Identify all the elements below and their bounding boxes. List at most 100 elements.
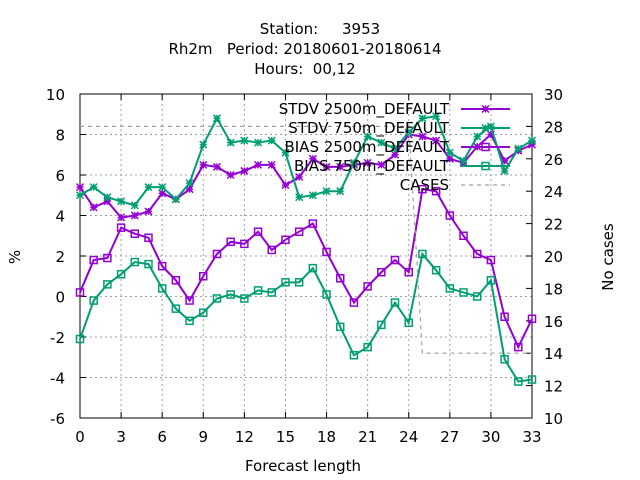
data-point [335,322,345,332]
data-point [226,237,235,247]
data-point [363,132,372,141]
data-point [481,104,490,114]
y2-tick-label: 26 [544,151,563,169]
data-point [240,239,249,249]
data-point [294,227,304,236]
grid [80,94,532,418]
data-point [322,162,331,171]
data-point [157,284,167,293]
data-point [130,229,140,238]
data-point [226,290,235,299]
data-point [199,272,208,281]
x-tick-label: 9 [198,428,208,446]
data-point [349,298,359,307]
data-point [117,213,126,222]
data-point [240,166,249,175]
title-line-2: Rh2m Period: 20180601-20180614 [168,40,441,58]
y2-axis-label: No cases [599,223,617,291]
data-point [267,136,276,145]
data-point [445,211,455,220]
data-point [486,276,496,285]
y2-tick-label: 30 [544,86,563,104]
data-point [418,249,427,259]
data-point [199,140,208,149]
data-point [459,156,468,165]
x-tick-label: 27 [440,428,459,446]
data-point [390,150,400,159]
x-tick-label: 30 [481,428,500,446]
data-point [445,154,454,163]
legend-label: BIAS 750m_DEFAULT [294,157,450,176]
data-point [377,138,386,147]
data-point [117,197,126,206]
data-point [390,144,400,153]
data-point [144,207,153,216]
y2-tick-label: 16 [544,313,563,331]
data-point [254,160,263,169]
data-point [404,267,413,277]
x-tick-label: 33 [522,428,541,446]
data-point [336,162,345,171]
data-point [253,227,263,236]
legend-entry: BIAS 750m_DEFAULT [294,157,510,176]
data-point [432,112,441,121]
data-point [322,290,331,299]
data-point [390,298,400,307]
data-point [103,253,112,263]
data-point [390,255,400,265]
data-point [363,158,372,167]
data-point [527,375,537,384]
series-2 [75,184,537,352]
data-point [144,183,153,192]
series-1 [75,112,537,210]
x-tick-label: 6 [157,428,167,446]
x-tick-label: 24 [399,428,418,446]
data-point [473,132,482,141]
data-point [349,350,359,360]
data-point [267,245,277,255]
data-point [336,187,345,196]
data-point [185,316,194,326]
data-point [322,247,331,257]
y-tick-label: 6 [55,167,65,185]
x-tick-label: 0 [75,428,85,446]
data-point [158,189,167,198]
data-point [75,334,85,344]
data-point [103,280,112,289]
x-tick-label: 21 [358,428,377,446]
data-point [500,355,509,364]
y2-tick-label: 12 [544,378,563,396]
y-tick-label: -2 [50,329,65,347]
data-point [144,233,153,243]
legend-label: STDV 2500m_DEFAULT [279,100,450,119]
y2-tick-label: 28 [544,118,563,136]
y2-tick-label: 18 [544,280,563,298]
data-point [185,296,194,305]
data-point [459,231,468,240]
data-point [144,259,153,269]
data-point [481,142,490,152]
data-point [254,138,263,147]
data-point [308,263,318,273]
data-point [377,320,386,330]
data-point [240,136,249,145]
data-point [481,161,490,171]
data-point [226,170,235,180]
data-point [472,249,482,259]
y-tick-label: -4 [50,370,65,388]
legend-label: STDV 750m_DEFAULT [288,119,450,138]
data-point [171,195,180,204]
legend-entry: BIAS 2500m_DEFAULT [284,138,510,157]
data-point [281,278,290,287]
data-point [481,123,490,133]
data-point [157,261,167,271]
data-point [212,162,222,171]
data-point [281,148,290,157]
data-point [418,114,427,123]
x-tick-label: 18 [317,428,336,446]
y2-tick-label: 14 [544,345,563,363]
data-point [240,294,249,303]
data-point [199,160,208,169]
data-point [171,276,181,285]
